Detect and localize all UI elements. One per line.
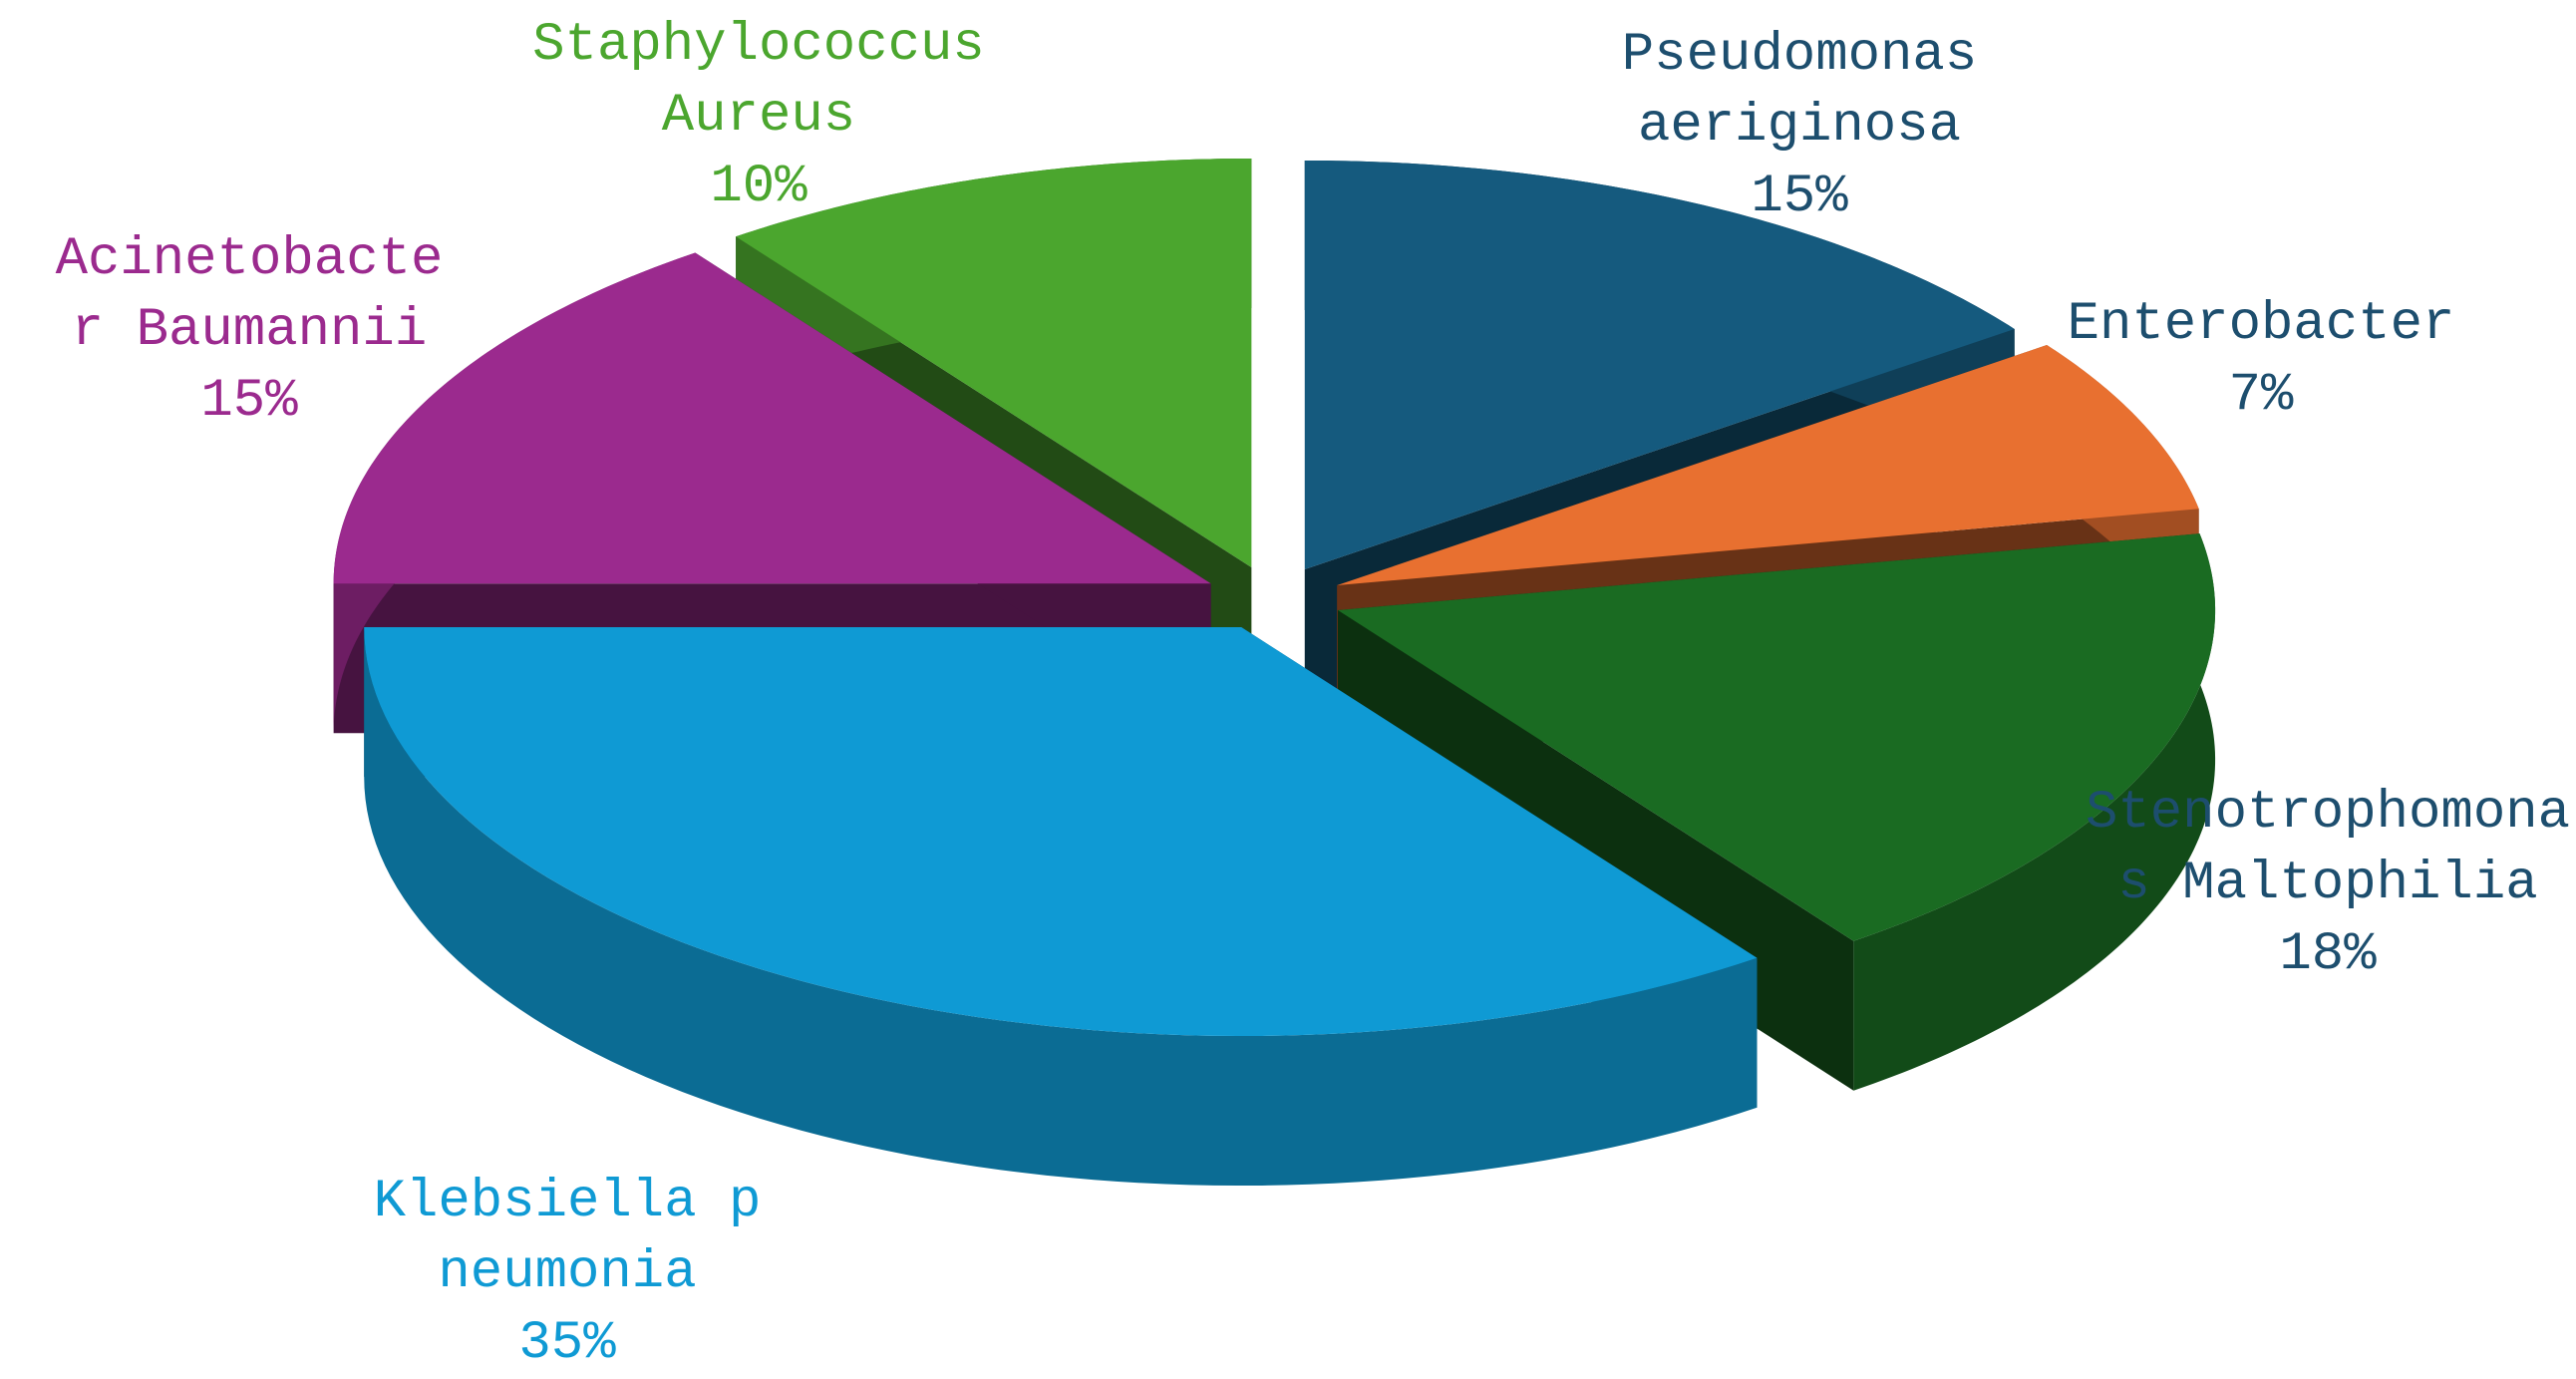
data-label: Acinetobacter Baumannii 15%: [40, 224, 459, 437]
percent-label: 15%: [200, 371, 298, 432]
category-label: Staphylococcus Aureus: [532, 15, 985, 147]
percent-label: 35%: [518, 1313, 616, 1374]
data-label: Pseudomonas aeriginosa 15%: [1590, 20, 2009, 232]
slice-top: [333, 252, 1211, 584]
slice-top: [364, 627, 1758, 1037]
slice-top: [1304, 160, 2015, 569]
slice-rim: [364, 627, 1758, 1187]
percent-label: 10%: [710, 157, 807, 217]
percent-label: 15%: [1751, 167, 1848, 227]
pie-slice: [364, 627, 1758, 1187]
slice-top: [1337, 345, 2199, 586]
pie-slice: [1338, 533, 2216, 1091]
data-label: Klebsiella pneumonia 35%: [358, 1167, 777, 1379]
percent-label: 7%: [2228, 365, 2294, 426]
slice-top: [1338, 533, 2216, 941]
data-label: Staphylococcus Aureus 10%: [519, 10, 998, 222]
category-label: Enterobacter: [2067, 294, 2455, 355]
category-label: Acinetobacter Baumannii: [55, 229, 444, 361]
data-label: Stenotrophomonas Maltophilia 18%: [2079, 778, 2576, 990]
percent-label: 18%: [2279, 924, 2377, 985]
slice-rim: [1853, 533, 2216, 1091]
data-label: Enterobacter 7%: [2052, 289, 2470, 431]
category-label: Klebsiella pneumonia: [373, 1172, 762, 1303]
category-label: Stenotrophomonas Maltophilia: [2085, 783, 2571, 914]
category-label: Pseudomonas aeriginosa: [1621, 25, 1978, 157]
slice-top: [736, 158, 1252, 567]
